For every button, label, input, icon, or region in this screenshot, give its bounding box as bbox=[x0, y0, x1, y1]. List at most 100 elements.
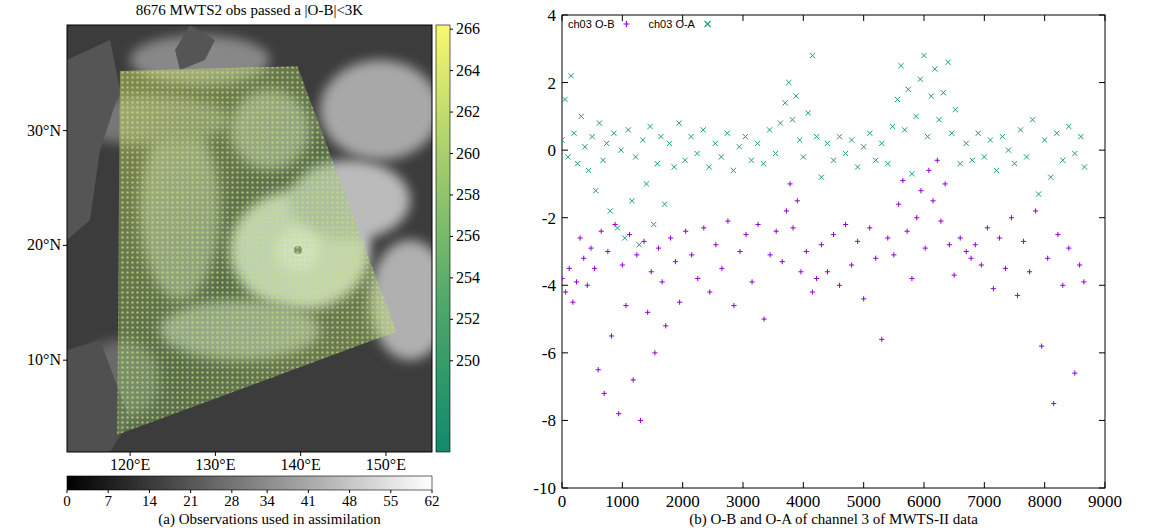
x-tick bbox=[1044, 15, 1045, 21]
legend-label: ch03 O-B bbox=[568, 18, 614, 30]
point bbox=[645, 310, 650, 315]
point bbox=[843, 222, 848, 227]
x-tick bbox=[1105, 482, 1106, 488]
point bbox=[1055, 232, 1060, 237]
y-tick bbox=[562, 420, 568, 421]
map-title: 8676 MWTS2 obs passed a |O-B|<3K bbox=[136, 2, 364, 18]
point bbox=[663, 323, 668, 328]
point bbox=[997, 235, 1002, 240]
colorbar-tick bbox=[450, 319, 453, 320]
point bbox=[609, 333, 614, 338]
point bbox=[641, 239, 646, 244]
colorbar-tick-label: 258 bbox=[456, 186, 480, 203]
point bbox=[1051, 401, 1056, 406]
point bbox=[626, 127, 631, 132]
point bbox=[1042, 137, 1047, 142]
point bbox=[602, 391, 607, 396]
point bbox=[861, 144, 866, 149]
point bbox=[930, 198, 935, 203]
point bbox=[719, 154, 724, 159]
point bbox=[837, 134, 842, 139]
point bbox=[1081, 279, 1086, 284]
point bbox=[855, 239, 860, 244]
point bbox=[667, 141, 672, 146]
x-tick bbox=[924, 15, 925, 21]
swath-obs bbox=[117, 66, 396, 435]
point bbox=[979, 262, 984, 267]
point bbox=[783, 100, 788, 105]
x-tick-label: 150°E bbox=[366, 456, 406, 473]
point bbox=[737, 249, 742, 254]
point bbox=[778, 121, 783, 126]
point bbox=[662, 202, 667, 207]
point bbox=[611, 131, 616, 136]
x-tick bbox=[863, 15, 864, 21]
point bbox=[793, 93, 798, 98]
point bbox=[790, 117, 795, 122]
image-colorbar bbox=[67, 476, 432, 490]
point bbox=[831, 158, 836, 163]
point bbox=[819, 242, 824, 247]
point bbox=[906, 87, 911, 92]
point bbox=[1078, 134, 1083, 139]
point bbox=[562, 276, 565, 281]
point bbox=[804, 249, 809, 254]
image-colorbar-tick-label: 55 bbox=[383, 493, 398, 509]
point bbox=[970, 158, 975, 163]
point bbox=[1030, 117, 1035, 122]
x-tick bbox=[1044, 482, 1045, 488]
point bbox=[988, 137, 993, 142]
x-tick bbox=[682, 482, 683, 488]
point bbox=[947, 242, 952, 247]
point bbox=[831, 232, 836, 237]
point bbox=[867, 225, 872, 230]
point bbox=[586, 168, 591, 173]
x-tick-label: 130°E bbox=[195, 456, 235, 473]
point bbox=[683, 229, 688, 234]
point bbox=[786, 80, 791, 85]
y-tick bbox=[1099, 82, 1105, 83]
point bbox=[973, 242, 978, 247]
point bbox=[909, 171, 914, 176]
point bbox=[932, 66, 937, 71]
point bbox=[902, 127, 907, 132]
point bbox=[929, 93, 934, 98]
point bbox=[964, 141, 969, 146]
y-tick-label: 10°N bbox=[27, 351, 61, 368]
y-tick bbox=[1099, 352, 1105, 353]
image-colorbar-tick-label: 0 bbox=[63, 493, 71, 509]
point bbox=[585, 283, 590, 288]
point bbox=[895, 97, 900, 102]
point bbox=[885, 235, 890, 240]
y-tick-label: 0 bbox=[548, 141, 557, 160]
point bbox=[795, 198, 800, 203]
point bbox=[1018, 127, 1023, 132]
point bbox=[825, 141, 830, 146]
point bbox=[991, 286, 996, 291]
x-tick-label: 120°E bbox=[110, 456, 150, 473]
y-tick-label: -4 bbox=[542, 276, 557, 295]
point bbox=[676, 121, 681, 126]
point bbox=[1072, 151, 1077, 156]
point bbox=[958, 161, 963, 166]
point bbox=[749, 158, 754, 163]
point bbox=[660, 279, 665, 284]
point bbox=[701, 225, 706, 230]
point bbox=[964, 249, 969, 254]
point bbox=[825, 269, 830, 274]
point bbox=[575, 161, 580, 166]
point bbox=[1015, 293, 1020, 298]
colorbar-tick bbox=[450, 360, 453, 361]
point bbox=[801, 154, 806, 159]
point bbox=[638, 418, 643, 423]
point bbox=[879, 337, 884, 342]
point bbox=[900, 178, 905, 183]
point bbox=[565, 154, 570, 159]
point bbox=[806, 110, 811, 115]
image-colorbar-tick-label: 62 bbox=[425, 493, 440, 509]
point bbox=[644, 181, 649, 186]
point bbox=[627, 232, 632, 237]
image-colorbar-tick-label: 7 bbox=[104, 493, 112, 509]
x-tick-label: 4000 bbox=[786, 492, 820, 511]
point bbox=[592, 266, 597, 271]
